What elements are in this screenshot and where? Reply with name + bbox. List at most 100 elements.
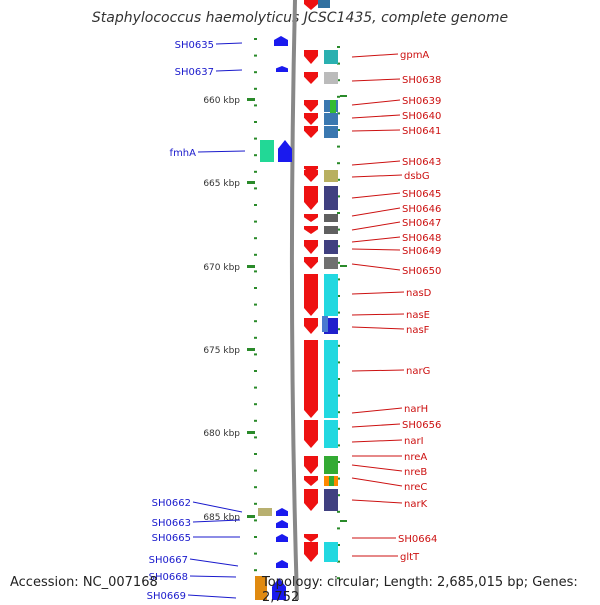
leader-line [351,129,401,132]
guide-dot [337,510,340,513]
guide-dot [254,71,257,74]
guide-dot [337,461,340,463]
gene-product-block [324,186,338,210]
guide-dot [254,336,257,339]
gene-label-right: SH0645 [402,189,441,200]
guide-dot [337,577,340,580]
gene-product-block [324,456,338,474]
gene-arrow-forward [276,534,288,542]
gene-label-right: gpmA [400,50,429,61]
gene-product-block [324,420,338,448]
guide-dot [337,427,340,430]
guide-dot [254,519,257,522]
gene-product-block [258,508,272,516]
leader-line [351,53,399,58]
guide-dot [254,419,257,422]
guide-dot [254,403,257,406]
guide-dot [254,453,257,455]
gene-product-block [324,257,338,269]
gene-label-left: SH0663 [152,518,191,529]
guide-dot [254,486,257,489]
gene-arrow-reverse [304,113,318,125]
guide-dot [337,228,340,231]
gene-arrow-forward [272,578,286,600]
scale-tick-mark [340,95,347,97]
gene-arrow-reverse [304,166,318,173]
leader-line [192,519,241,523]
gene-label-right: nreA [404,452,427,463]
gene-arrow-reverse [304,489,318,511]
gene-arrow-reverse [304,214,318,222]
gene-label-right: narI [404,436,424,447]
guide-dot [254,154,257,157]
gene-product-block [260,140,274,162]
guide-dot [337,394,340,397]
leader-line [187,594,237,599]
gene-arrow-reverse [304,240,318,254]
guide-dot [337,178,340,181]
gene-label-left: SH0665 [152,533,191,544]
gene-product-block [329,476,334,486]
guide-dot [337,494,340,497]
gene-label-right: nreB [404,467,427,478]
guide-dot [254,137,257,140]
leader-line [192,501,243,513]
gene-arrow-reverse [304,340,318,418]
guide-dot [337,245,340,248]
scale-tick-label: 675 kbp [203,346,240,356]
leader-line [351,236,401,243]
guide-dot [254,469,257,472]
leader-line [351,291,405,295]
guide-dot [254,220,257,223]
gene-arrow-reverse [304,0,318,10]
gene-arrow-reverse [304,534,318,542]
scale-tick-label: 670 kbp [203,263,240,273]
gene-arrow-reverse [304,542,318,562]
gene-arrow-reverse [304,100,318,112]
leader-line [351,99,401,106]
gene-label-right: narK [404,499,428,510]
gene-label-right: SH0650 [402,266,441,277]
guide-dot [254,104,257,107]
guide-dot [337,544,340,546]
guide-dot [337,477,340,480]
guide-dot [254,287,257,289]
gene-label-right: SH0643 [402,157,441,168]
gene-label-left: fmhA [170,148,197,159]
guide-dot [254,320,257,323]
guide-dot [337,295,340,297]
guide-dot [337,129,340,131]
leader-line [351,160,401,166]
gene-label-right: SH0640 [402,111,441,122]
guide-dot [254,436,257,439]
guide-dot [337,46,340,48]
scale-tick-mark [247,515,255,518]
gene-label-left: SH0635 [175,40,214,51]
leader-line [215,69,243,72]
guide-dot [254,38,257,40]
scale-tick-mark [247,265,255,268]
scale-tick-mark [247,98,255,101]
gene-arrow-reverse [304,476,318,486]
guide-dot [254,370,257,372]
guide-dot [337,444,340,447]
leader-line [351,369,405,372]
scale-tick-mark [247,431,255,434]
gene-label-right: narG [406,366,430,377]
guide-dot [254,569,257,572]
gene-arrow-forward [274,36,288,46]
leader-line [189,558,239,567]
guide-dot [254,237,257,240]
leader-line [351,423,401,428]
gene-arrow-reverse [304,274,318,316]
gene-product-block [330,100,336,113]
gene-arrow-reverse [304,420,318,448]
guide-dot [254,552,257,555]
gene-product-block [324,72,338,84]
guide-dot [254,386,257,389]
gene-product-block [255,576,267,600]
leader-line [351,407,403,414]
leader-line [351,78,401,82]
scale-tick-mark [247,181,255,184]
gene-product-block [324,542,338,562]
